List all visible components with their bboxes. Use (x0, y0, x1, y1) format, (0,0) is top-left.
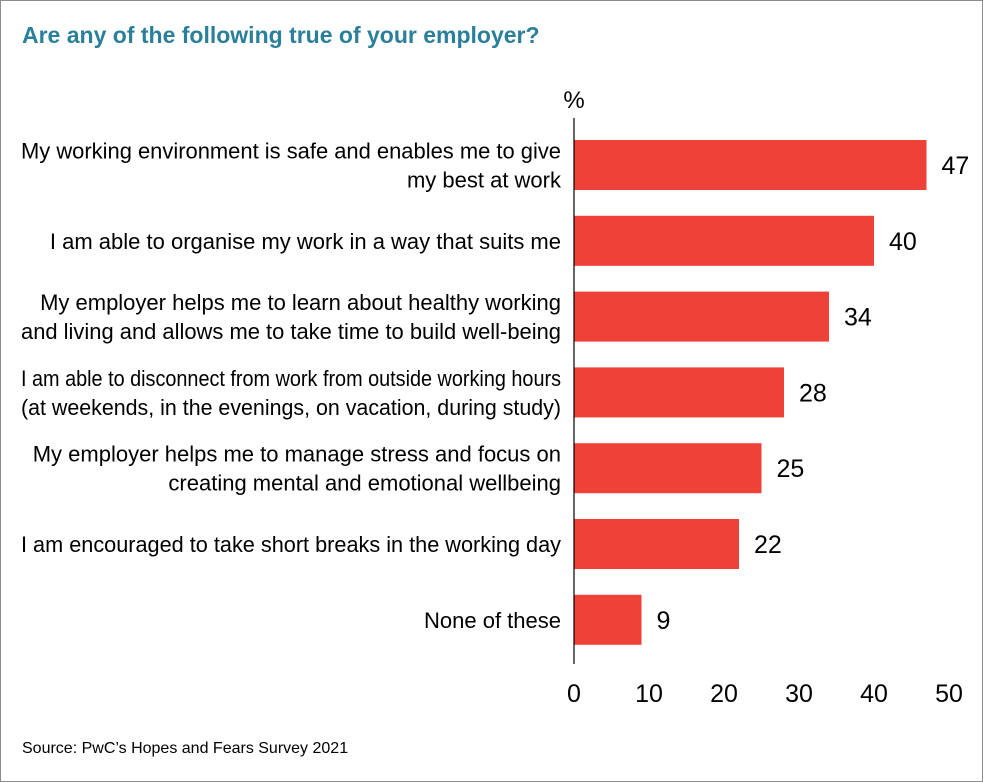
bars-layer (574, 140, 927, 645)
bar (574, 367, 784, 418)
category-label: I am encouraged to take short breaks in … (21, 532, 561, 557)
category-label: creating mental and emotional wellbeing (168, 471, 561, 496)
bar (574, 291, 829, 342)
category-label: None of these (424, 608, 561, 633)
x-tick-label: 50 (935, 680, 963, 708)
x-tick-label: 10 (635, 680, 663, 708)
x-tick-label: 20 (710, 680, 738, 708)
bar (574, 519, 739, 569)
value-label: 22 (754, 531, 782, 559)
value-label: 47 (942, 152, 970, 180)
x-tick-label: 40 (860, 680, 888, 708)
source-note: Source: PwC’s Hopes and Fears Survey 202… (22, 740, 349, 757)
x-tick-label: 0 (567, 680, 581, 708)
x-axis-ticks-layer: 0 10 20 30 40 50 (567, 680, 963, 708)
value-label: 40 (889, 228, 917, 256)
category-label: My employer helps me to learn about heal… (40, 290, 561, 315)
unit-label: % (563, 87, 584, 114)
category-label: My employer helps me to manage stress an… (33, 442, 561, 467)
chart-title: Are any of the following true of your em… (22, 22, 540, 48)
bar (574, 215, 874, 266)
value-label: 28 (799, 379, 827, 407)
bar (574, 140, 927, 190)
category-labels-layer: My working environment is safe and enabl… (21, 139, 562, 633)
category-label: my best at work (407, 168, 562, 193)
category-label: I am able to disconnect from work from o… (21, 366, 561, 391)
value-labels-layer: 47 40 34 28 25 22 9 (657, 152, 970, 635)
value-label: 25 (777, 455, 805, 483)
category-label: I am able to organise my work in a way t… (50, 229, 561, 254)
category-label: My working environment is safe and enabl… (21, 139, 561, 164)
category-label: (at weekends, in the evenings, on vacati… (21, 395, 561, 420)
x-tick-label: 30 (785, 680, 813, 708)
value-label: 34 (844, 304, 872, 332)
value-label: 9 (657, 607, 671, 635)
bar (574, 594, 642, 645)
bar (574, 443, 762, 494)
category-label: and living and allows me to take time to… (21, 319, 561, 344)
